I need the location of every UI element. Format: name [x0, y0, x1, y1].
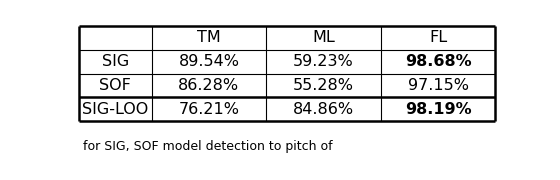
Text: 98.19%: 98.19% [405, 102, 472, 117]
Text: SIG: SIG [101, 54, 129, 69]
Text: SOF: SOF [99, 78, 131, 93]
Text: for SIG, SOF model detection to pitch of: for SIG, SOF model detection to pitch of [83, 140, 333, 153]
Text: SIG-LOO: SIG-LOO [82, 102, 148, 117]
Text: 89.54%: 89.54% [179, 54, 239, 69]
Text: 55.28%: 55.28% [293, 78, 354, 93]
Text: 86.28%: 86.28% [178, 78, 240, 93]
Text: TM: TM [197, 30, 221, 45]
Text: ML: ML [312, 30, 335, 45]
Text: 97.15%: 97.15% [408, 78, 469, 93]
Text: FL: FL [429, 30, 447, 45]
Text: 98.68%: 98.68% [405, 54, 472, 69]
Text: 59.23%: 59.23% [293, 54, 354, 69]
Text: 84.86%: 84.86% [293, 102, 354, 117]
Text: 76.21%: 76.21% [179, 102, 239, 117]
